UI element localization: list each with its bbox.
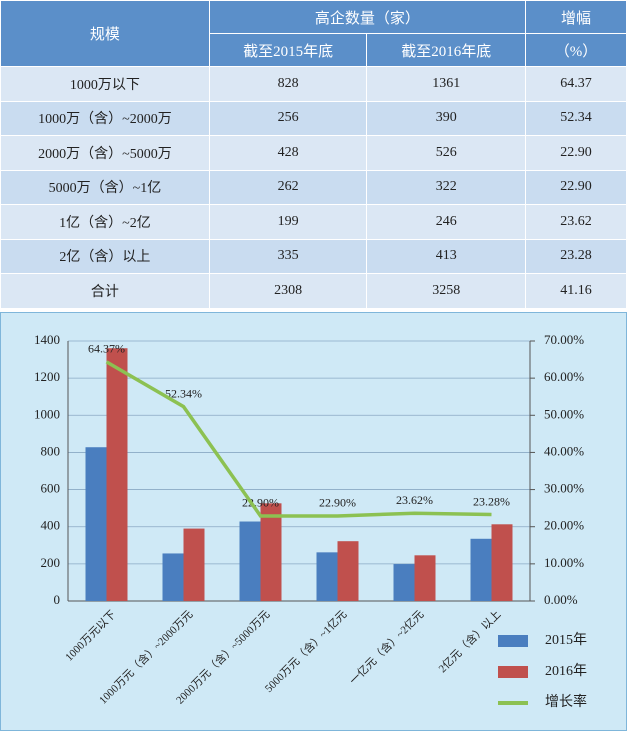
table-cell: 23.28: [525, 238, 627, 274]
data-label: 52.34%: [165, 386, 202, 400]
table-cell: 246: [366, 204, 527, 240]
y2-tick-label: 10.00%: [544, 555, 584, 570]
table-row: 1000万以下 828 1361 64.37: [0, 66, 627, 102]
table-cell: 41.16: [525, 273, 627, 309]
y2-tick-label: 40.00%: [544, 443, 584, 458]
table-cell: 3258: [366, 273, 527, 309]
y-tick-label: 0: [54, 592, 61, 607]
table-row: 2亿（含）以上 335 413 23.28: [0, 238, 627, 274]
y-tick-label: 400: [41, 518, 61, 533]
table-row: 合计 2308 3258 41.16: [0, 273, 627, 309]
table-row: 1000万（含）~2000万 256 390 52.34: [0, 100, 627, 136]
table-cell: 322: [366, 169, 527, 205]
data-table: 规模 高企数量（家） 增幅 截至2015年底 截至2016年底 （%） 1000…: [0, 0, 627, 309]
y-tick-label: 600: [41, 481, 61, 496]
y2-tick-label: 60.00%: [544, 369, 584, 384]
table-cell: 1000万以下: [0, 66, 210, 102]
table-cell: 2308: [208, 273, 368, 309]
legend-label: 增长率: [545, 693, 587, 710]
y2-tick-label: 20.00%: [544, 518, 584, 533]
legend-swatch: [498, 635, 528, 647]
table-cell: 23.62: [525, 204, 627, 240]
bar: [414, 555, 436, 601]
header-cell: 截至2016年底: [366, 33, 527, 67]
chart: 0 200 400 600 800 1000 1200 1400 0.00% 10.00% 20.0…: [0, 312, 627, 731]
y-tick-label: 1400: [34, 332, 60, 347]
bar: [337, 541, 359, 601]
data-label: 23.28%: [473, 494, 510, 508]
header-cell: 截至2015年底: [208, 33, 368, 67]
table-cell: 828: [208, 66, 368, 102]
y-tick-label: 1200: [34, 369, 60, 384]
table-cell: 335: [208, 238, 368, 274]
legend-swatch: [498, 666, 528, 678]
table-row: 1亿（含）~2亿 199 246 23.62: [0, 204, 627, 240]
table-body: 1000万以下 828 1361 64.37 1000万（含）~2000万 256 390 5…: [0, 66, 627, 309]
header-cell: （%）: [525, 33, 627, 67]
table-cell: 390: [366, 100, 527, 136]
table-cell: 413: [366, 238, 527, 274]
bar: [239, 521, 261, 601]
table-cell: 合计: [0, 273, 210, 309]
bar: [183, 528, 205, 601]
bar: [393, 564, 415, 601]
bar: [106, 348, 128, 601]
table-cell: 199: [208, 204, 368, 240]
header-cell: 高企数量（家）: [208, 0, 527, 34]
table-row: 2000万（含）~5000万 428 526 22.90: [0, 135, 627, 171]
bar: [85, 447, 107, 601]
bar: [162, 553, 184, 601]
table-cell: 1361: [366, 66, 527, 102]
bar: [491, 524, 513, 601]
table-cell: 2000万（含）~5000万: [0, 135, 210, 171]
table-cell: 262: [208, 169, 368, 205]
bar: [470, 538, 492, 601]
table-cell: 2亿（含）以上: [0, 238, 210, 274]
legend-label: 2016年: [545, 663, 587, 679]
line: [105, 360, 492, 518]
table-cell: 22.90: [525, 169, 627, 205]
table-cell: 1000万（含）~2000万: [0, 100, 210, 136]
legend-label: 2015年: [545, 632, 587, 648]
table-cell: 64.37: [525, 66, 627, 102]
y-tick-label: 800: [41, 443, 61, 458]
y2-tick-label: 50.00%: [544, 406, 584, 421]
table-row: 5000万（含）~1亿 262 322 22.90: [0, 169, 627, 205]
table-cell: 1亿（含）~2亿: [0, 204, 210, 240]
data-label: 23.62%: [396, 493, 433, 507]
table-cell: 5000万（含）~1亿: [0, 169, 210, 205]
table-cell: 526: [366, 135, 527, 171]
bar: [316, 552, 338, 601]
table-cell: 22.90: [525, 135, 627, 171]
data-label: 64.37%: [88, 342, 125, 356]
y2-tick-label: 70.00%: [544, 332, 584, 347]
y2-tick-label: 30.00%: [544, 481, 584, 496]
table-cell: 52.34: [525, 100, 627, 136]
header-cell: 规模: [0, 0, 210, 67]
y-tick-label: 200: [41, 555, 61, 570]
y-tick-label: 1000: [34, 406, 60, 421]
data-label: 22.90%: [319, 496, 356, 510]
data-label: 22.90%: [242, 496, 279, 510]
table-cell: 256: [208, 100, 368, 136]
header-cell: 增幅: [525, 0, 627, 34]
bar: [260, 503, 282, 601]
y2-tick-label: 0.00%: [544, 592, 578, 607]
table-cell: 428: [208, 135, 368, 171]
